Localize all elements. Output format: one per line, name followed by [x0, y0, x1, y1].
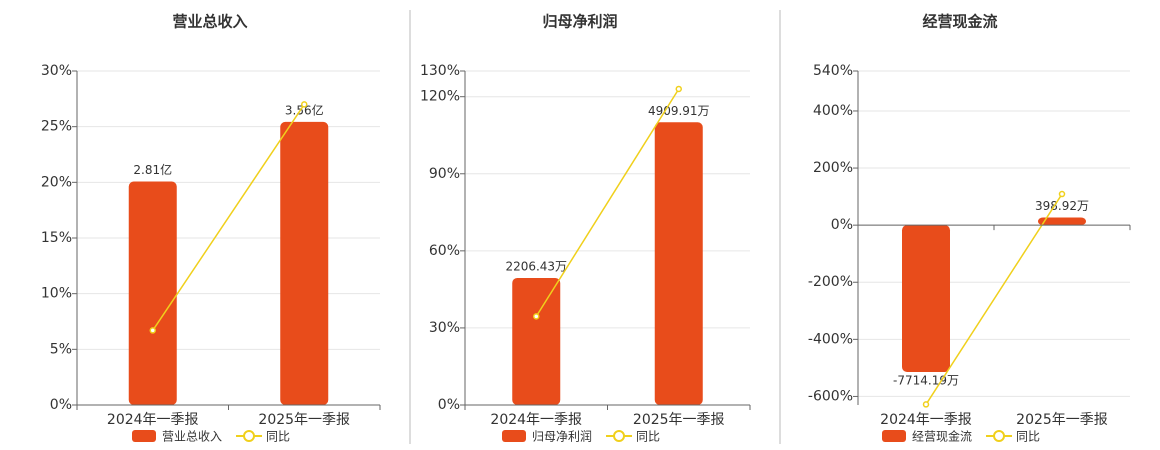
y-tick-label: 200%: [813, 160, 853, 176]
legend-swatch: [502, 430, 526, 442]
y-tick-label: 10%: [41, 286, 72, 302]
legend-label: 经营现金流: [912, 429, 972, 444]
legend-swatch: [882, 430, 906, 442]
legend-label: 归母净利润: [532, 430, 592, 444]
chart-title: 归母净利润: [542, 13, 617, 31]
legend-swatch: [132, 430, 156, 442]
x-tick-label: 2024年一季报: [880, 412, 972, 428]
bar: [512, 277, 561, 405]
legend-swatch: [243, 430, 256, 442]
y-tick-label: -400%: [808, 331, 853, 347]
y-tick-label: 60%: [429, 243, 460, 259]
y-tick-label: 15%: [41, 230, 72, 246]
yoy-point: [1058, 190, 1066, 198]
yoy-point: [149, 327, 156, 334]
bar: [654, 122, 703, 406]
legend-label: 同比: [636, 430, 660, 444]
y-tick-label: 130%: [420, 63, 460, 79]
y-tick-label: 90%: [429, 166, 460, 182]
x-tick-label: 2025年一季报: [1016, 412, 1108, 428]
bar: [128, 181, 177, 405]
chart-title: 经营现金流: [922, 13, 997, 31]
value-label: 2206.43万: [505, 259, 567, 273]
x-tick-label: 2024年一季报: [107, 412, 199, 428]
yoy-point: [675, 85, 682, 93]
y-tick-label: 0%: [50, 397, 72, 413]
yoy-point: [922, 401, 930, 408]
y-tick-label: 0%: [438, 397, 460, 413]
x-tick-label: 2025年一季报: [633, 412, 725, 428]
y-tick-label: 400%: [813, 103, 853, 119]
yoy-point: [301, 101, 308, 108]
y-tick-label: 120%: [420, 89, 460, 105]
value-label: 398.92万: [1035, 199, 1089, 213]
yoy-line: [535, 88, 680, 317]
y-tick-label: 20%: [41, 174, 72, 190]
chart-title: 营业总收入: [172, 13, 247, 31]
value-label: -7714.19万: [893, 373, 959, 387]
value-label: 4909.91万: [648, 104, 710, 118]
legend-label: 营业总收入: [162, 430, 222, 444]
y-tick-label: -200%: [808, 274, 853, 290]
y-tick-label: 0%: [831, 217, 853, 233]
legend-label: 同比: [1016, 430, 1040, 444]
yoy-line: [152, 103, 305, 331]
legend-swatch: [993, 430, 1006, 442]
legend-swatch: [613, 430, 626, 442]
y-tick-label: 30%: [41, 63, 72, 79]
value-label: 3.56亿: [285, 102, 324, 117]
x-tick-label: 2025年一季报: [258, 412, 350, 428]
y-tick-label: -600%: [808, 388, 853, 404]
y-tick-label: 540%: [813, 63, 853, 79]
y-tick-label: 5%: [50, 341, 72, 357]
bar: [280, 121, 329, 406]
bar: [1038, 217, 1086, 226]
yoy-line: [925, 193, 1063, 405]
y-tick-label: 25%: [41, 119, 72, 135]
x-tick-label: 2024年一季报: [490, 412, 582, 428]
y-tick-label: 30%: [429, 320, 460, 336]
bar: [902, 225, 950, 372]
legend-label: 同比: [266, 430, 290, 444]
yoy-point: [533, 313, 540, 320]
value-label: 2.81亿: [133, 162, 172, 177]
